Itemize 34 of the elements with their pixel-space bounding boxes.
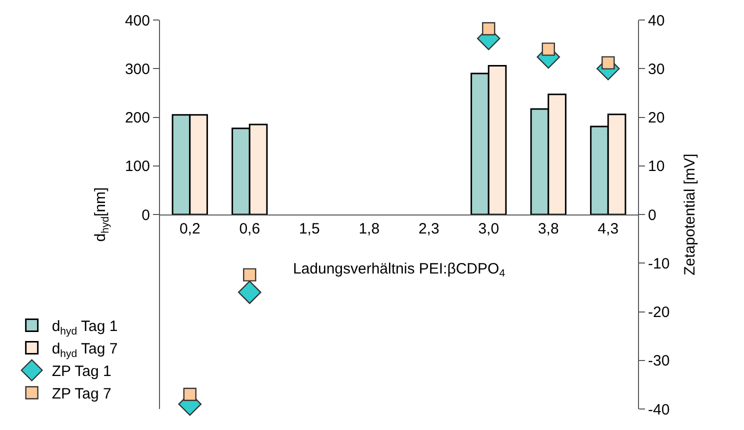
legend-label: ZP Tag 7 (52, 386, 112, 403)
x-tick-label: 2,3 (418, 220, 440, 238)
y2-tick-label: 10 (648, 158, 665, 176)
x-tick-label: 1,5 (298, 220, 320, 238)
point (183, 388, 196, 402)
y-tick-label: 0 (142, 206, 150, 224)
y-tick-label: 100 (124, 158, 150, 176)
y2-tick-label: 0 (648, 206, 656, 224)
point (542, 42, 555, 56)
x-tick-label: 3,8 (538, 220, 559, 238)
x-axis-title: Ladungsverhältnis PEI:βCDPO$_{4}$ (292, 260, 506, 280)
y2-tick-label: -30 (648, 352, 670, 370)
x-tick-label: 0,2 (179, 220, 200, 238)
y-tick-label: 300 (124, 60, 150, 78)
legend-label: ZP Tag 1 (52, 363, 112, 380)
y2-tick-label: 30 (648, 60, 665, 78)
x-tick-label: 1,8 (358, 220, 380, 238)
y2-tick-label: 40 (648, 12, 665, 30)
y2-tick-label: -10 (648, 255, 670, 272)
x-tick-label: 3,0 (478, 220, 500, 238)
point (238, 280, 262, 304)
y2-axis-title: Zetapotential [mV] (682, 154, 699, 276)
legend-label: d$_{hyd}$ Tag 7 (52, 340, 118, 360)
point (482, 22, 496, 36)
point (602, 56, 615, 70)
legend-label: d$_{hyd}$ Tag 1 (52, 318, 118, 338)
y2-tick-label: 20 (648, 110, 665, 126)
y2-tick-label: -40 (648, 401, 670, 418)
y-tick-label: 200 (124, 110, 150, 126)
x-tick-label: 0,6 (239, 220, 260, 238)
y2-tick-label: -20 (648, 304, 670, 321)
x-tick-label: 4,3 (598, 220, 619, 238)
point (243, 268, 256, 282)
y-tick-label: 400 (124, 12, 150, 30)
